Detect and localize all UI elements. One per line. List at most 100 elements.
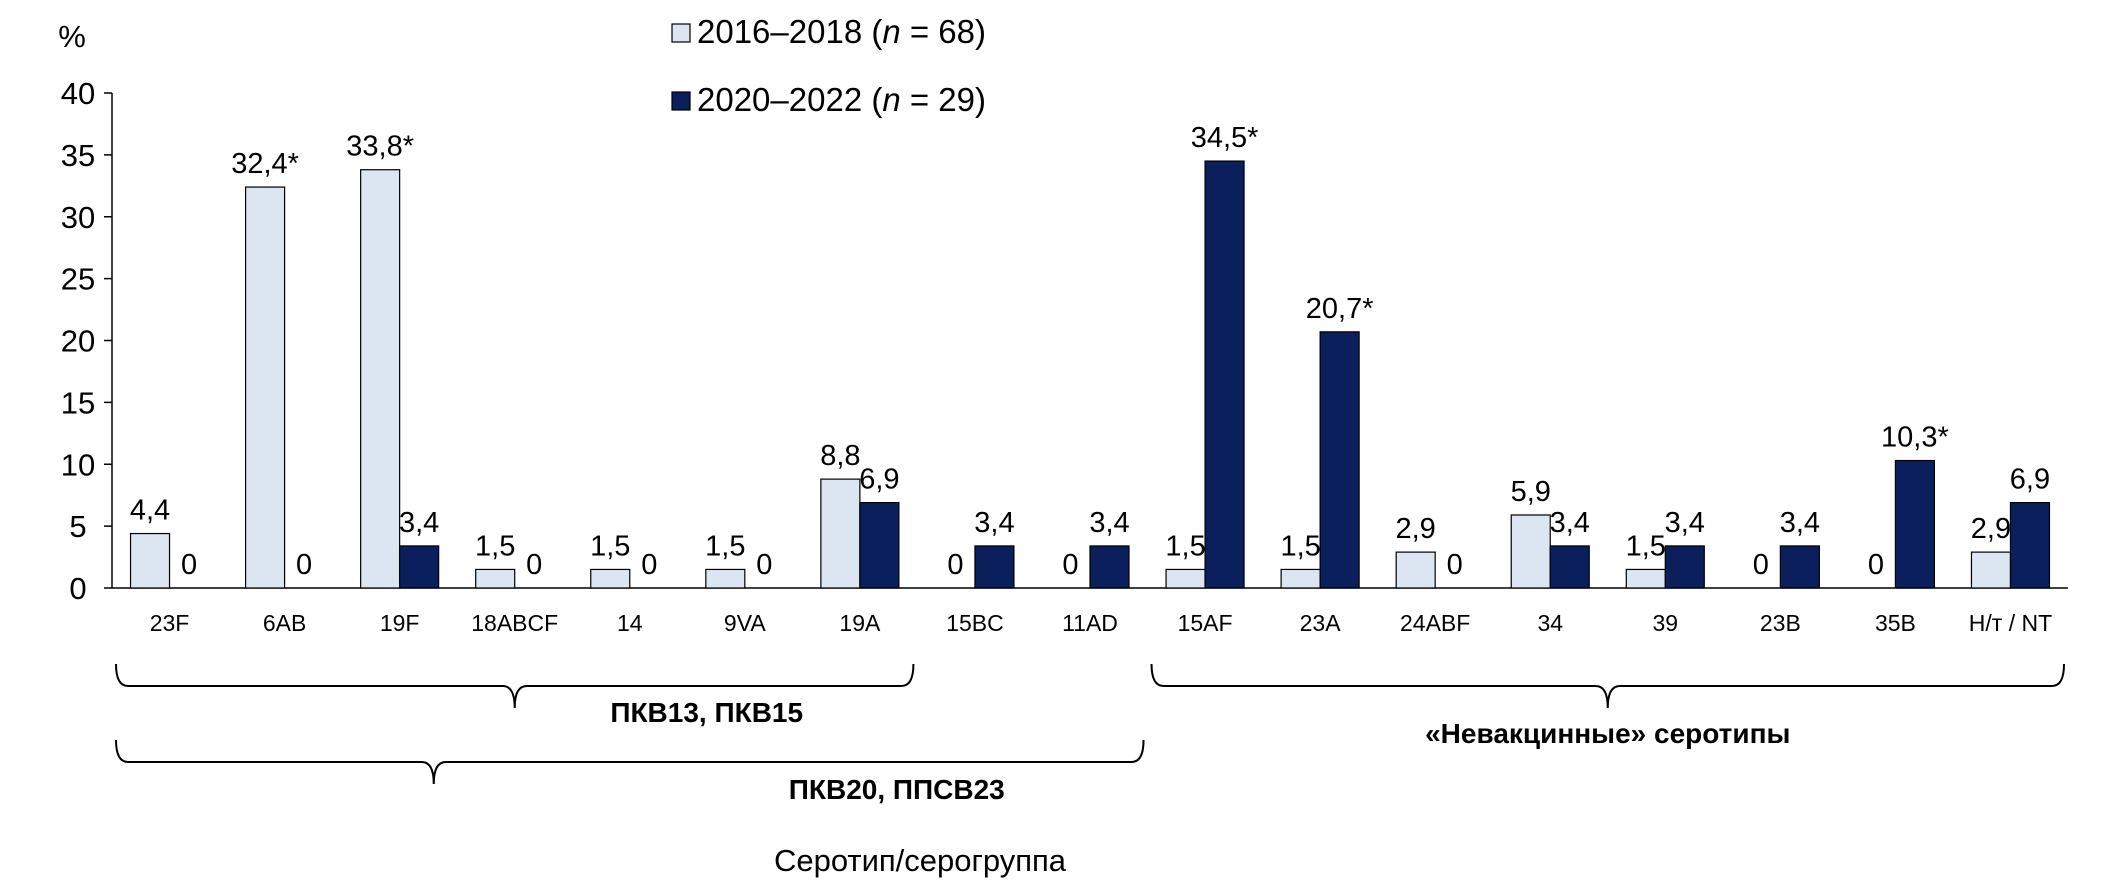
bar [820, 478, 861, 589]
bar [2009, 502, 2051, 589]
x-tick-label: 34 [1537, 610, 1563, 636]
data-label: 1,5 [475, 530, 515, 562]
x-tick-label: 18ABCF [471, 610, 558, 636]
data-label: 3,4 [1550, 507, 1590, 539]
x-tick-label: 23F [150, 610, 190, 636]
group-label: «Невакцинные» серотипы [1425, 718, 1790, 749]
data-label: 1,5 [1165, 530, 1205, 562]
data-label: 10,3* [1881, 422, 1949, 454]
x-tick-label: 19A [839, 610, 881, 636]
group-label: ПКВ13, ПКВ15 [610, 697, 803, 728]
bar [590, 568, 631, 589]
x-tick-label: 35B [1875, 610, 1916, 636]
data-label: 32,4* [231, 148, 299, 180]
y-axis-label: % [58, 19, 86, 54]
x-tick-label: 11AD [1062, 610, 1118, 636]
y-tick-label: 30 [61, 200, 95, 235]
x-tick-label: 15BC [946, 610, 1004, 636]
bar [399, 545, 440, 589]
data-label: 33,8* [346, 131, 414, 163]
data-label: 1,5 [1280, 530, 1320, 562]
bar [859, 502, 900, 589]
x-tick-label: 39 [1652, 610, 1678, 636]
bar [974, 545, 1015, 589]
data-label: 0 [526, 549, 542, 581]
x-axis-label: Серотип/серогруппа [774, 843, 1067, 878]
group-label: ПКВ20, ППСВ23 [789, 774, 1005, 805]
bar [1664, 545, 1705, 589]
data-labels: 4,4 32,4* 33,8* 1,5 1,5 1,5 8,8 0 0 1,5 1,5 2,9 5,9 1… [130, 122, 2050, 581]
y-tick-label: 0 [69, 571, 86, 606]
bar [1319, 331, 1360, 589]
data-label: 6,9 [859, 464, 899, 496]
y-tick-label: 20 [61, 324, 95, 359]
group-bracket [115, 663, 915, 709]
data-label: 0 [1753, 549, 1769, 581]
data-label: 1,5 [705, 530, 745, 562]
data-label: 0 [1868, 549, 1884, 581]
x-tick-label: 24ABF [1400, 610, 1470, 636]
y-tick-label: 5 [69, 509, 86, 544]
x-tick-label: 23B [1760, 610, 1801, 636]
legend-swatch [671, 91, 691, 111]
bar [475, 568, 516, 589]
data-label: 34,5* [1191, 122, 1259, 154]
y-tick-label: 35 [61, 138, 95, 173]
data-label: 0 [641, 549, 657, 581]
bar [1549, 545, 1590, 589]
x-tick-label: 9VA [724, 610, 766, 636]
legend-label: 2020–2022 (n = 29) [697, 81, 986, 118]
group-bracket [1150, 663, 2065, 709]
data-label: 2,9 [1396, 513, 1436, 545]
data-label: 20,7* [1306, 293, 1374, 325]
x-tick-label: 23A [1300, 610, 1342, 636]
x-tick-label: 15AF [1178, 610, 1233, 636]
legend: 2016–2018 (n = 68) 2020–2022 (n = 29) [671, 13, 986, 118]
data-label: 8,8 [820, 440, 860, 472]
data-label: 0 [296, 549, 312, 581]
axes: 0 5 10 15 20 25 30 35 40 23F 6AB 19F 18ABCF 14 9VA 19A 1… [61, 76, 2068, 636]
data-label: 3,4 [1089, 507, 1129, 539]
legend-swatch [671, 23, 691, 43]
bar [1089, 545, 1130, 589]
data-label: 3,4 [974, 507, 1014, 539]
bar [1510, 514, 1551, 589]
bar [129, 532, 171, 589]
data-label: 6,9 [2010, 464, 2050, 496]
group-brackets: ПКВ13, ПКВ15 ПКВ20, ППСВ23 «Невакцинные» с… [115, 663, 2065, 805]
bar [1395, 551, 1436, 589]
group-bracket [115, 739, 1145, 785]
data-label: 3,4 [399, 507, 439, 539]
x-tick-label: 19F [380, 610, 420, 636]
bar [1165, 568, 1206, 589]
bar [1970, 551, 2012, 589]
data-label: 0 [947, 549, 963, 581]
x-tick-label: Н/т / NT [1969, 610, 2052, 636]
y-tick-label: 15 [61, 385, 95, 420]
bar [1204, 160, 1245, 589]
data-label: 1,5 [1626, 530, 1666, 562]
data-label: 5,9 [1511, 476, 1551, 508]
y-tick-label: 40 [61, 76, 95, 111]
data-label: 4,4 [130, 495, 170, 527]
bars [129, 160, 2051, 589]
legend-label: 2016–2018 (n = 68) [697, 13, 986, 50]
bar [1779, 545, 1820, 589]
data-label: 0 [756, 549, 772, 581]
bar [360, 169, 401, 589]
data-label: 0 [1447, 549, 1463, 581]
data-label: 0 [181, 549, 197, 581]
bar [1625, 568, 1666, 589]
data-label: 0 [1062, 549, 1078, 581]
bar [1280, 568, 1321, 589]
bar [1894, 459, 1936, 589]
x-tick-label: 6AB [263, 610, 306, 636]
data-label: 3,4 [1665, 507, 1705, 539]
y-tick-label: 10 [61, 447, 95, 482]
data-label: 2,9 [1971, 513, 2011, 545]
bar [244, 186, 286, 589]
y-tick-label: 25 [61, 262, 95, 297]
bar [705, 568, 746, 589]
data-label: 3,4 [1780, 507, 1820, 539]
